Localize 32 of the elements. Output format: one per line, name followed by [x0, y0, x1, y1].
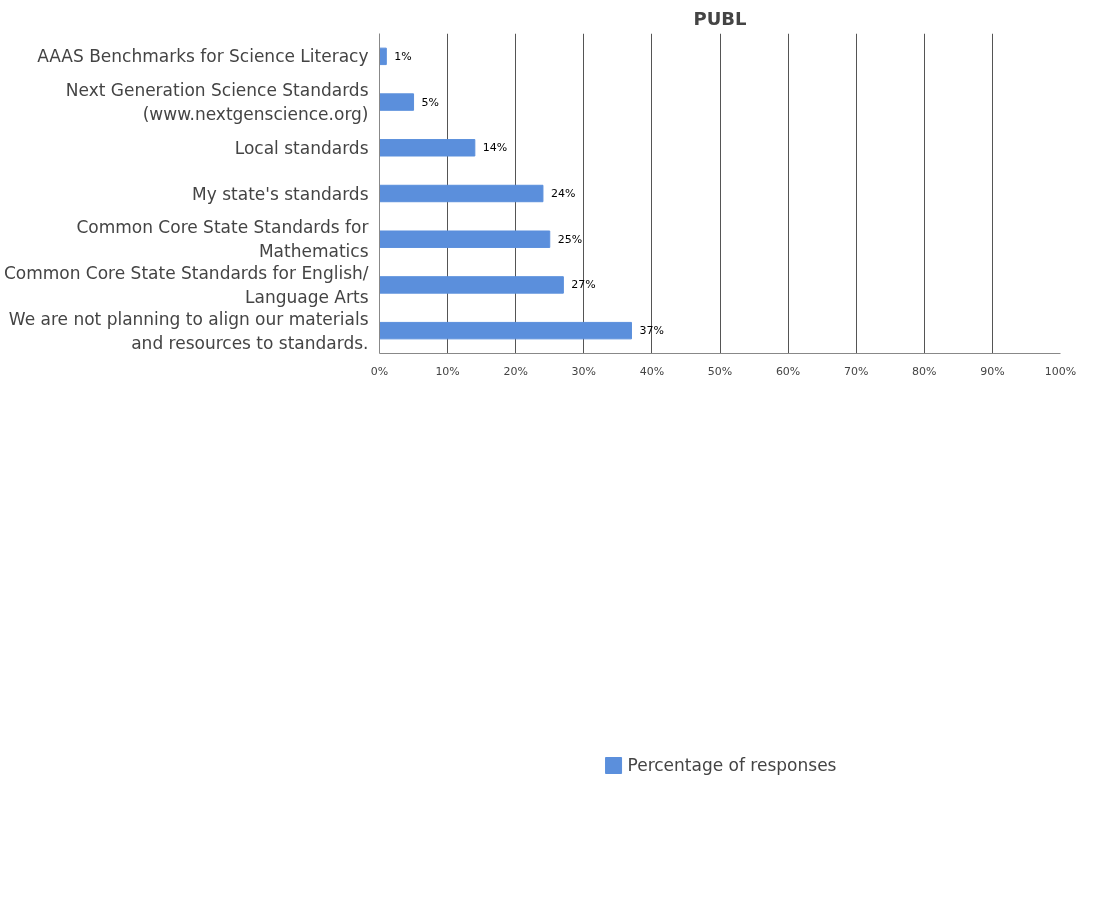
- bar: [379, 276, 564, 294]
- x-tick-label: 40%: [639, 364, 665, 378]
- x-tick-label: 30%: [571, 364, 597, 378]
- x-tick-label: 80%: [912, 364, 937, 378]
- bar: [379, 93, 415, 111]
- y-tick-label: We are not planning to align our materials and resources to standards.: [8, 308, 369, 353]
- text: 5%: [421, 95, 439, 109]
- text: 1%: [394, 49, 412, 63]
- y-tick-label: Common Core State Standards for Mathematics: [76, 217, 369, 262]
- x-tick-label: 90%: [980, 364, 1005, 378]
- y-tick-label: Next Generation Science Standards (www.nextgenscience.org): [65, 80, 369, 125]
- text: 14%: [482, 141, 508, 155]
- bar: [379, 139, 476, 157]
- x-tick-label: 100%: [1044, 364, 1077, 378]
- y-tick-label: My state's standards: [192, 183, 369, 204]
- bar: [379, 47, 387, 66]
- text: 24%: [550, 187, 576, 200]
- x-tick-label: 60%: [775, 364, 801, 378]
- x-tick-label: 70%: [843, 364, 869, 378]
- bar: [379, 184, 544, 203]
- bar: [379, 230, 551, 248]
- x-tick-label: 50%: [707, 364, 733, 378]
- x-tick-label: 0%: [370, 364, 389, 378]
- x-tick-label: 10%: [435, 364, 460, 378]
- y-tick-label: Local standards: [234, 137, 369, 158]
- bar: [379, 321, 632, 340]
- legend-label: Percentage of responses: [627, 755, 837, 775]
- y-tick-label: Common Core State Standards for English/ Language Arts: [3, 262, 369, 307]
- chart-title: PUBL: [693, 7, 747, 29]
- text: 25%: [557, 232, 583, 246]
- x-tick-label: 20%: [503, 364, 528, 378]
- y-tick-label: AAAS Benchmarks for Science Literacy: [37, 46, 369, 67]
